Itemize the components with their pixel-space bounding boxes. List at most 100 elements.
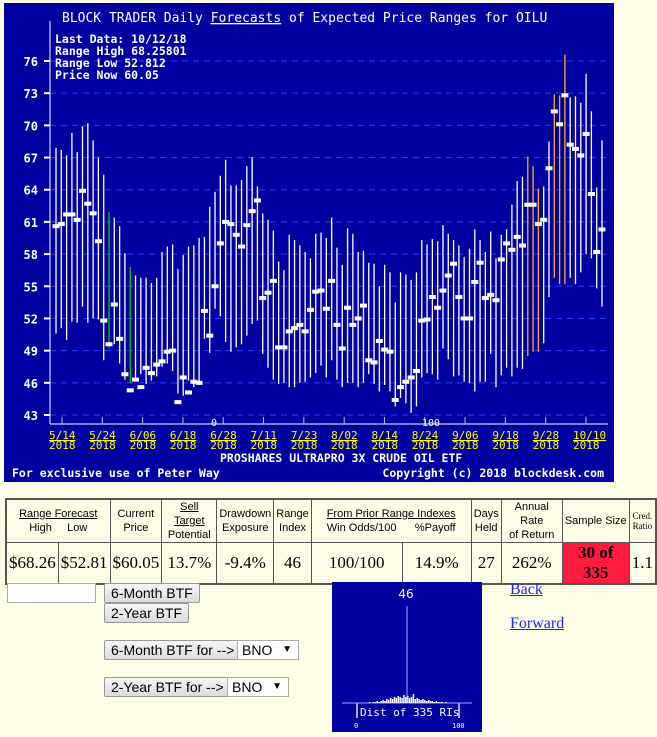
x-tick-year: 2018	[452, 439, 479, 452]
histogram-bin	[382, 700, 384, 703]
histogram-bin	[408, 698, 411, 703]
chart-info-line: Price Now 60.05	[55, 68, 159, 82]
two-year-btf-for-button[interactable]: 2-Year BTF for -->	[104, 677, 231, 697]
price-marker	[105, 342, 113, 347]
y-tick-label: 46	[24, 377, 38, 391]
price-marker	[391, 397, 399, 402]
histogram-bin	[391, 699, 394, 703]
price-marker	[423, 317, 431, 322]
drawdown-header: Drawdown Exposure	[216, 498, 275, 543]
price-marker	[269, 278, 277, 283]
x-tick-label: 7/11	[251, 429, 277, 442]
days-held-value: 27	[470, 542, 502, 585]
histogram-bin	[445, 702, 447, 703]
price-marker	[518, 243, 526, 248]
y-tick-label: 58	[24, 248, 38, 262]
price-marker	[63, 212, 71, 217]
histogram-bin	[426, 701, 428, 703]
symbol-input[interactable]	[7, 583, 96, 603]
price-marker	[444, 273, 452, 278]
price-marker	[73, 217, 81, 222]
six-month-select-value: BNO	[242, 642, 273, 658]
histogram-value-label: 46	[398, 587, 413, 601]
range-forecast-header: Range Forecast High Low	[5, 498, 111, 543]
price-marker	[121, 372, 129, 377]
histogram-bin	[378, 702, 380, 703]
x-tick-label: 7/23	[291, 429, 318, 442]
sample-size-header: Sample Size	[561, 498, 630, 543]
price-marker	[577, 153, 585, 158]
histogram-bin	[403, 695, 405, 703]
price-marker	[328, 278, 336, 283]
price-marker	[211, 284, 219, 289]
price-marker	[259, 296, 267, 301]
y-tick-label: 61	[24, 216, 38, 230]
x-tick-label: 5/14	[49, 429, 76, 442]
price-marker	[534, 222, 542, 227]
two-year-btf-button[interactable]: 2-Year BTF	[104, 603, 190, 623]
y-tick-label: 49	[24, 345, 38, 359]
histogram-bin	[384, 701, 386, 703]
price-marker	[190, 379, 198, 384]
price-marker	[450, 261, 458, 266]
six-month-btf-for-button[interactable]: 6-Month BTF for -->	[104, 640, 242, 660]
price-marker	[349, 322, 357, 327]
six-month-btf-button[interactable]: 6-Month BTF	[104, 583, 200, 603]
price-marker	[359, 303, 367, 308]
price-marker	[375, 338, 383, 343]
price-marker	[545, 166, 553, 171]
price-marker	[275, 345, 283, 350]
price-marker	[412, 369, 420, 374]
x-tick-label: 8/24	[412, 429, 439, 442]
price-marker	[84, 201, 92, 206]
range-low-value: $52.81	[57, 542, 111, 585]
current-price-value: $60.05	[109, 542, 163, 585]
histogram-bin	[433, 702, 436, 703]
price-marker	[529, 202, 537, 207]
histogram-bin	[395, 698, 398, 703]
histogram-bin	[410, 697, 413, 703]
x-tick-year: 2018	[251, 439, 277, 452]
six-month-symbol-select[interactable]: BNO ▼	[237, 640, 299, 660]
histogram-bin	[405, 697, 407, 703]
histogram-bin	[369, 702, 371, 703]
price-marker	[333, 322, 341, 327]
back-link[interactable]: Back	[510, 581, 543, 598]
forecasts-title-link[interactable]: Forecasts	[211, 11, 281, 26]
sample-size-value: 30 of 335	[561, 542, 630, 585]
x-tick-year: 2018	[533, 439, 560, 452]
range-index-value: 46	[273, 542, 312, 585]
price-marker	[402, 379, 410, 384]
price-marker	[550, 109, 558, 114]
x-tick-label: 9/28	[533, 429, 560, 442]
chart-footer-user: For exclusive use of Peter Way	[12, 466, 220, 480]
x-tick-label: 8/02	[331, 429, 358, 442]
annual-rate-value: 262%	[500, 542, 563, 585]
chart-footer-copyright: Copyright (c) 2018 blockdesk.com	[382, 466, 604, 480]
price-marker	[232, 232, 240, 237]
histogram-bin	[437, 702, 439, 703]
two-year-symbol-select[interactable]: BNO ▼	[227, 677, 289, 697]
price-marker	[407, 375, 415, 380]
cred-ratio-value: 1.1	[628, 542, 657, 585]
histogram-bin	[372, 702, 375, 703]
scale-marker-100: 100	[422, 418, 440, 429]
histogram-bin	[422, 699, 424, 703]
x-tick-year: 2018	[210, 439, 237, 452]
dropdown-arrow-icon: ▼	[282, 644, 292, 655]
price-marker	[344, 305, 352, 310]
y-tick-label: 55	[24, 280, 38, 294]
histogram-bin	[401, 698, 403, 703]
x-tick-year: 2018	[331, 439, 358, 452]
price-marker	[434, 305, 442, 310]
price-marker	[418, 318, 426, 323]
forward-link[interactable]: Forward	[510, 615, 565, 632]
histogram-bin	[418, 699, 420, 703]
price-marker	[52, 224, 60, 229]
histogram-bin	[427, 700, 430, 703]
price-marker	[540, 217, 548, 222]
price-marker	[126, 388, 134, 393]
chart-title: BLOCK TRADER Daily Forecasts of Expected…	[62, 11, 547, 26]
price-marker	[322, 306, 330, 311]
y-tick-label: 64	[24, 184, 38, 198]
